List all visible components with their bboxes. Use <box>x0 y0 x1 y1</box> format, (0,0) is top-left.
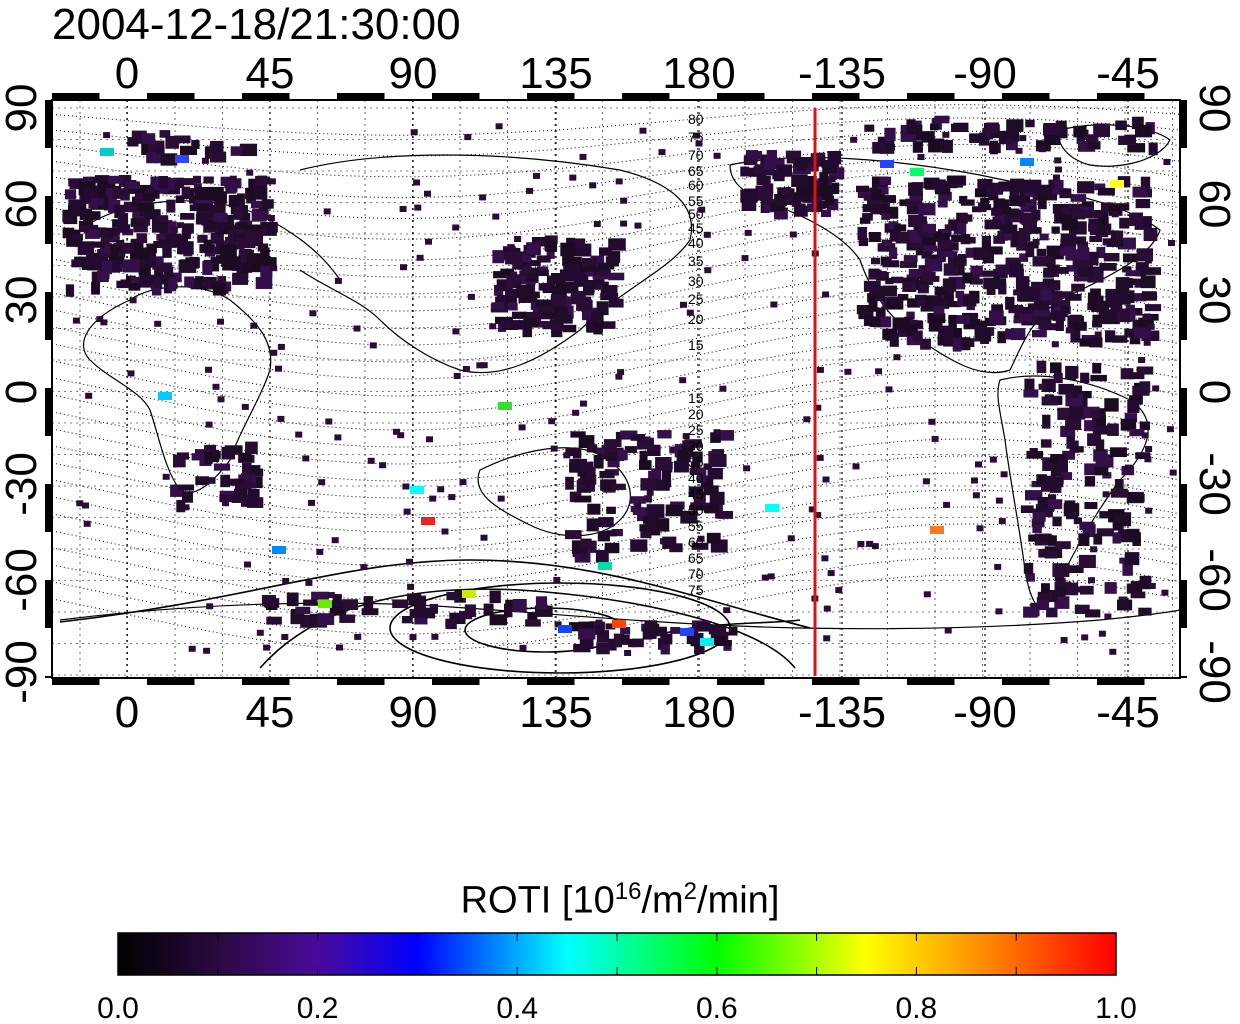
magnetic-latitude-label: 65 <box>688 550 704 566</box>
lat-tick-label: 0 <box>1190 380 1239 404</box>
colorbar-tick-label: 0.8 <box>896 992 938 1024</box>
colorbar-minor-ticks <box>217 933 1017 975</box>
lat-tick-label: -30 <box>1190 452 1239 516</box>
lon-tick-label: -90 <box>953 688 1017 737</box>
map-title: 2004-12-18/21:30:00 <box>52 0 461 49</box>
lat-tick-label: 0 <box>0 380 46 404</box>
lat-tick-label: -90 <box>0 640 46 704</box>
magnetic-latitude-label: 80 <box>688 111 704 127</box>
right-latitude-labels: 90 60 30 0 -30 -60 -90 <box>1190 84 1239 704</box>
magnetic-latitude-label: 55 <box>688 193 704 209</box>
magnetic-latitude-label: 15 <box>688 337 704 353</box>
magnetic-latitude-label: 75 <box>688 582 704 598</box>
magnetic-latitude-label: 65 <box>688 163 704 179</box>
lon-tick-label: 45 <box>246 49 295 98</box>
magnetic-latitude-label: 70 <box>688 147 704 163</box>
magnetic-latitude-label: 70 <box>688 566 704 582</box>
lon-tick-label: -45 <box>1096 49 1160 98</box>
colorbar-tick-label: 0.6 <box>696 992 738 1024</box>
magnetic-latitude-label: 20 <box>688 406 704 422</box>
magnetic-latitude-label: 60 <box>688 177 704 193</box>
lat-tick-label: -60 <box>1190 548 1239 612</box>
lon-tick-label: 180 <box>662 49 735 98</box>
top-longitude-labels: 0 45 90 135 180 -135 -90 -45 <box>115 49 1160 98</box>
lat-tick-label: 60 <box>0 180 46 229</box>
magnetic-latitude-label: 40 <box>688 235 704 251</box>
magnetic-latitude-label: 75 <box>688 129 704 145</box>
lat-tick-label: -60 <box>0 548 46 612</box>
map-border <box>45 93 1187 685</box>
magnetic-latitude-label: 30 <box>688 438 704 454</box>
lon-tick-label: 0 <box>115 688 139 737</box>
colorbar-tick-label: 1.0 <box>1095 992 1137 1024</box>
magnetic-latitude-label: 60 <box>688 534 704 550</box>
bottom-longitude-labels: 0 45 90 135 180 -135 -90 -45 <box>115 688 1160 737</box>
magnetic-latitude-label: 55 <box>688 518 704 534</box>
lat-tick-label: 90 <box>1190 84 1239 133</box>
magnetic-latitude-label: 35 <box>688 454 704 470</box>
graticule <box>52 100 1180 678</box>
lat-tick-label: 60 <box>1190 180 1239 229</box>
lon-tick-label: 90 <box>389 688 438 737</box>
colorbar-tick-label: 0.2 <box>297 992 339 1024</box>
lon-tick-label: 90 <box>389 49 438 98</box>
magnetic-latitude-label: 45 <box>688 486 704 502</box>
magnetic-latitude-label: 45 <box>688 220 704 236</box>
lon-tick-label: 180 <box>662 688 735 737</box>
colorbar-tick-label: 0.0 <box>97 992 139 1024</box>
magnetic-latitude-label: 30 <box>688 273 704 289</box>
magnetic-latitude-label: 50 <box>688 206 704 222</box>
colorbar-tick-label: 0.4 <box>496 992 538 1024</box>
magnetic-latitude-labels: 8075706560555045403530252015152025303540… <box>688 111 704 598</box>
magnetic-latitude-label: 15 <box>688 390 704 406</box>
magnetic-latitude-label: 25 <box>688 422 704 438</box>
lon-tick-label: -135 <box>798 49 886 98</box>
lon-tick-label: -45 <box>1096 688 1160 737</box>
lat-tick-label: 90 <box>0 84 46 133</box>
colorbar-tick-labels: 0.0 0.2 0.4 0.6 0.8 1.0 <box>97 992 1137 1024</box>
lat-tick-label: 30 <box>1190 276 1239 325</box>
lat-tick-label: -90 <box>1190 640 1239 704</box>
magnetic-latitude-label: 50 <box>688 502 704 518</box>
lon-tick-label: -90 <box>953 49 1017 98</box>
colorbar-title: ROTI [1016/m2/min] <box>460 878 780 922</box>
lon-tick-label: 45 <box>246 688 295 737</box>
left-latitude-labels: 90 60 30 0 -30 -60 -90 <box>0 84 46 704</box>
lon-tick-label: 135 <box>519 688 592 737</box>
lon-tick-label: 135 <box>519 49 592 98</box>
magnetic-latitude-label: 35 <box>688 253 704 269</box>
magnetic-latitude-label: 40 <box>688 470 704 486</box>
roti-cells <box>62 115 1177 656</box>
lat-tick-label: -30 <box>0 452 46 516</box>
magnetic-latitude-label: 20 <box>688 311 704 327</box>
lat-tick-label: 30 <box>0 276 46 325</box>
magnetic-latitude-label: 25 <box>688 291 704 307</box>
lon-tick-label: -135 <box>798 688 886 737</box>
lon-tick-label: 0 <box>115 49 139 98</box>
